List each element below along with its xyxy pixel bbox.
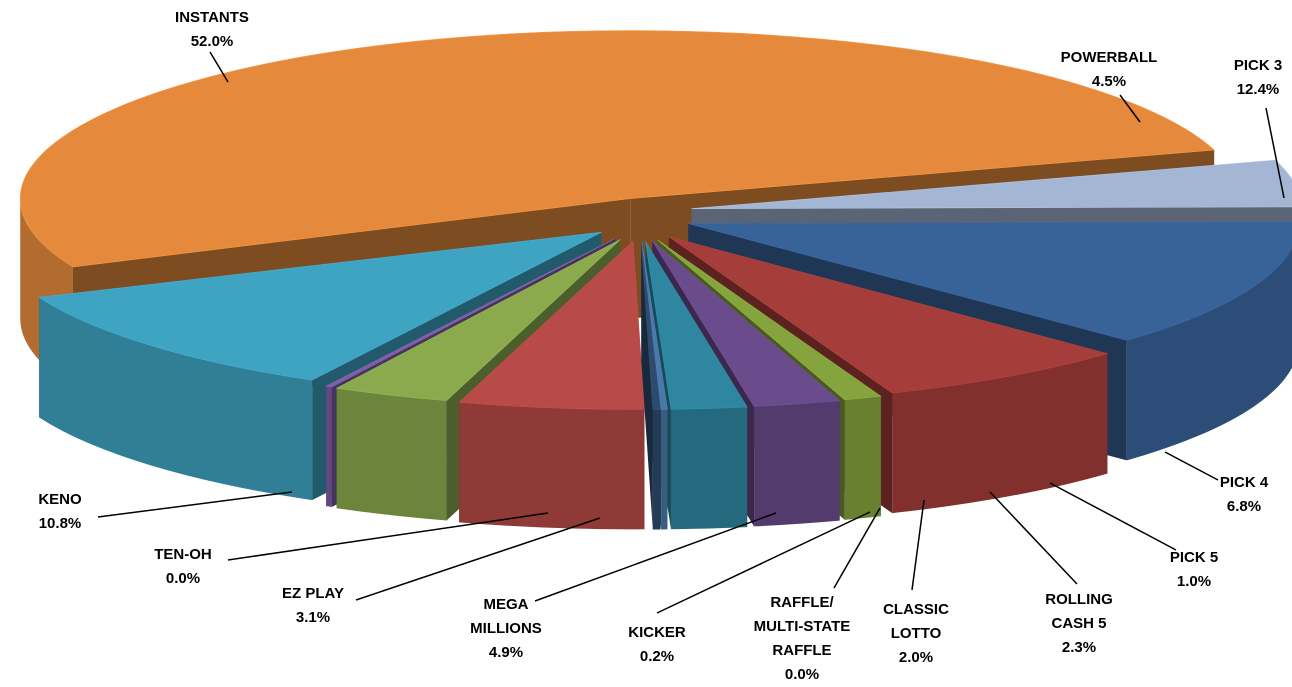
leader-raffle xyxy=(833,507,881,589)
label-pick4-name: PICK 4 xyxy=(1220,474,1269,491)
slice-wall-classic-lotto-0 xyxy=(670,407,748,530)
label-tenoh: TEN-OH 0.0% xyxy=(154,546,212,587)
slice-wall-pick-4-0 xyxy=(892,353,1108,514)
leader-powerball xyxy=(1119,94,1141,123)
label-pick4: PICK 4 6.8% xyxy=(1220,474,1269,515)
leader-classic xyxy=(911,499,925,591)
slice-top-raffle-multi-state-raffle xyxy=(641,241,668,410)
label-keno-pct: 10.8% xyxy=(39,515,82,532)
label-keno: KENO 10.8% xyxy=(38,491,82,532)
slice-top-ten-oh xyxy=(325,237,616,388)
slice-top-ez-play xyxy=(335,239,621,401)
label-pick4-pct: 6.8% xyxy=(1227,498,1261,515)
label-mega: MEGA MILLIONS 4.9% xyxy=(470,596,542,661)
label-raffle-pct: 0.0% xyxy=(785,666,819,683)
slice-wall-ten-oh-0 xyxy=(326,386,332,507)
leader-lines xyxy=(97,51,1285,614)
label-raffle-l2: MULTI-STATE xyxy=(754,618,851,635)
label-raffle-l3: RAFFLE xyxy=(772,642,831,659)
slice-top-classic-lotto xyxy=(645,241,748,410)
label-kicker-pct: 0.2% xyxy=(640,648,674,665)
slice-wall-raffle-multi-state-raffle-0 xyxy=(661,409,668,530)
label-pick3: PICK 3 12.4% xyxy=(1234,57,1282,98)
label-rolling-pct: 2.3% xyxy=(1062,639,1096,656)
slice-top-keno xyxy=(38,231,602,381)
label-raffle-l1: RAFFLE/ xyxy=(770,594,834,611)
label-pick3-pct: 12.4% xyxy=(1237,81,1280,98)
leader-keno xyxy=(97,491,293,518)
slice-side-kicker-1 xyxy=(641,241,653,530)
label-instants: INSTANTS 52.0% xyxy=(175,9,249,50)
label-rolling-l1: ROLLING xyxy=(1045,591,1113,608)
leader-kicker xyxy=(656,511,871,614)
label-kicker-name: KICKER xyxy=(628,624,686,641)
slice-top-pick-3 xyxy=(688,221,1292,341)
label-pick5-name: PICK 5 xyxy=(1170,549,1218,566)
slice-kicker xyxy=(641,241,661,530)
leader-tenoh xyxy=(227,512,549,561)
slice-top-instants xyxy=(19,30,1215,268)
label-rolling: ROLLING CASH 5 2.3% xyxy=(1045,591,1113,656)
slice-wall-rolling-cash-5-0 xyxy=(754,400,840,527)
slice-classic-lotto xyxy=(645,241,748,530)
label-mega-pct: 4.9% xyxy=(489,644,523,661)
label-classic-l1: CLASSIC xyxy=(883,601,949,618)
leader-pick5 xyxy=(1049,482,1177,551)
label-rolling-l2: CASH 5 xyxy=(1051,615,1106,632)
label-classic-pct: 2.0% xyxy=(899,649,933,666)
label-classic: CLASSIC LOTTO 2.0% xyxy=(883,601,949,666)
label-pick5: PICK 5 1.0% xyxy=(1170,549,1218,590)
leader-ezplay xyxy=(355,517,601,601)
slice-wall-pick-3-0 xyxy=(1126,247,1292,461)
label-tenoh-pct: 0.0% xyxy=(166,570,200,587)
slice-wall-keno-0 xyxy=(39,297,313,501)
label-pick3-name: PICK 3 xyxy=(1234,57,1282,74)
label-classic-l2: LOTTO xyxy=(891,625,942,642)
label-raffle: RAFFLE/MULTI-STATE RAFFLE 0.0% xyxy=(754,594,851,683)
leader-rolling xyxy=(989,491,1078,585)
slice-top-kicker xyxy=(641,241,661,410)
slice-labels: INSTANTS 52.0% POWERBALL 4.5% PICK 3 12.4% … xyxy=(38,9,1282,683)
label-tenoh-name: TEN-OH xyxy=(154,546,212,563)
pie-slices xyxy=(19,30,1292,530)
leader-mega xyxy=(534,512,777,602)
slice-wall-pick-5-0 xyxy=(844,396,881,520)
leader-instants xyxy=(209,51,229,83)
leader-pick3 xyxy=(1265,107,1285,199)
slice-wall-kicker-0 xyxy=(652,409,661,530)
slice-wall-ez-play-0 xyxy=(336,388,447,521)
slice-wall-mega-millions-0 xyxy=(459,402,645,530)
label-mega-l2: MILLIONS xyxy=(470,620,542,637)
slice-mega-millions xyxy=(458,240,645,530)
label-powerball: POWERBALL 4.5% xyxy=(1061,49,1158,90)
label-powerball-name: POWERBALL xyxy=(1061,49,1158,66)
label-instants-name: INSTANTS xyxy=(175,9,249,26)
label-ezplay-pct: 3.1% xyxy=(296,609,330,626)
slice-top-rolling-cash-5 xyxy=(652,240,841,407)
label-ezplay-name: EZ PLAY xyxy=(282,585,344,602)
slice-top-pick-4 xyxy=(668,236,1109,394)
leader-pick4 xyxy=(1164,451,1219,481)
label-powerball-pct: 4.5% xyxy=(1092,73,1126,90)
label-instants-pct: 52.0% xyxy=(191,33,234,50)
label-ezplay: EZ PLAY 3.1% xyxy=(282,585,344,626)
slice-top-pick-5 xyxy=(657,239,882,401)
label-mega-l1: MEGA xyxy=(484,596,529,613)
label-keno-name: KENO xyxy=(38,491,82,508)
label-kicker: KICKER 0.2% xyxy=(628,624,686,665)
label-pick5-pct: 1.0% xyxy=(1177,573,1211,590)
slice-top-mega-millions xyxy=(458,240,645,410)
